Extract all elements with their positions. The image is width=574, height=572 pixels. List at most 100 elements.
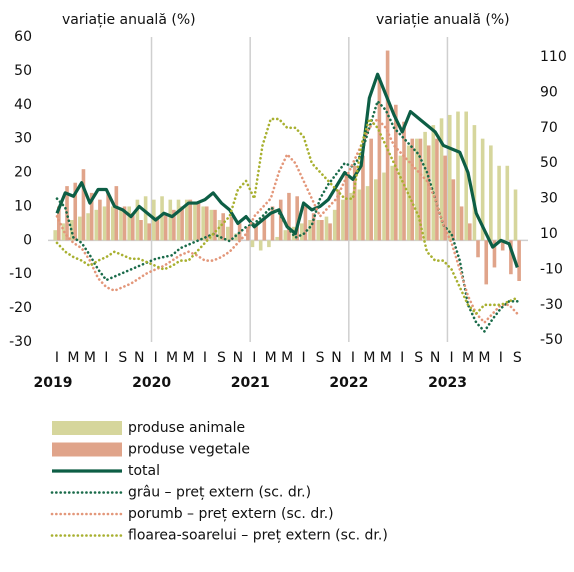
bar	[98, 199, 102, 241]
bar	[163, 213, 168, 241]
bar	[480, 138, 485, 241]
x-tick-label: I	[499, 350, 503, 366]
bar	[155, 216, 160, 241]
bar	[53, 230, 57, 241]
y-tick-label: 10	[14, 198, 32, 214]
bar	[106, 192, 110, 241]
x-tick-label: I	[351, 350, 355, 366]
legend-label: floarea-soarelui – preț extern (sc. dr.)	[128, 528, 388, 544]
bar	[130, 213, 135, 241]
y2-tick-label: 110	[540, 49, 567, 65]
x-tick-label: M	[166, 350, 178, 366]
bar	[78, 216, 82, 241]
x-tick-label: S	[118, 350, 127, 366]
bar	[328, 223, 332, 241]
bar	[160, 196, 164, 241]
x-tick-label: N	[430, 350, 440, 366]
bar	[303, 206, 308, 241]
x-tick-label: S	[513, 350, 522, 366]
bar	[139, 220, 143, 241]
bar	[336, 189, 341, 241]
bar	[283, 230, 288, 241]
bar	[94, 209, 99, 241]
x-tick-label: M	[67, 350, 79, 366]
bar	[456, 111, 460, 241]
year-label: 2021	[231, 375, 270, 391]
bar	[122, 206, 127, 241]
x-tick-label: S	[217, 350, 226, 366]
bar	[394, 104, 398, 241]
bar	[423, 131, 427, 241]
legend-swatch	[52, 421, 122, 435]
bar	[201, 206, 205, 241]
y2-tick-label: 30	[540, 191, 558, 207]
bar	[377, 77, 382, 241]
bar	[402, 121, 406, 241]
bar	[382, 172, 386, 241]
bar	[250, 240, 255, 248]
line	[55, 72, 519, 268]
y2-tick-label: 90	[540, 84, 558, 100]
bar	[57, 206, 61, 241]
bar	[451, 179, 456, 241]
bar	[492, 240, 497, 268]
bar	[476, 240, 480, 258]
bar	[500, 240, 505, 251]
bar	[513, 189, 518, 241]
y-tick-label: 50	[14, 63, 32, 79]
x-tick-label: M	[84, 350, 96, 366]
bar	[369, 138, 373, 241]
bar	[497, 165, 501, 241]
bar	[254, 223, 258, 241]
bar	[410, 138, 415, 241]
bar	[102, 206, 107, 241]
bar	[385, 50, 390, 241]
y2-tick-label: -10	[540, 261, 563, 277]
x-tick-label: I	[302, 350, 306, 366]
bar	[447, 114, 452, 241]
legend-label: porumb – preț extern (sc. dr.)	[128, 506, 334, 522]
bar	[262, 216, 267, 241]
bar	[431, 125, 436, 241]
y2-tick-label: 70	[540, 120, 558, 136]
bar	[209, 209, 214, 241]
bar	[324, 216, 329, 241]
y-tick-label: 20	[14, 165, 32, 181]
legend-label: produse animale	[128, 420, 245, 436]
bar	[221, 213, 225, 241]
y2-axis-label: variație anuală (%)	[376, 12, 510, 28]
bar	[489, 145, 493, 241]
year-label: 2022	[329, 375, 368, 391]
bar	[193, 203, 197, 241]
x-tick-label: I	[449, 350, 453, 366]
bar	[110, 206, 115, 241]
x-tick-label: I	[400, 350, 404, 366]
x-tick-label: I	[104, 350, 108, 366]
legend-label: total	[128, 463, 160, 479]
year-label: 2020	[132, 375, 171, 391]
bar	[459, 206, 464, 241]
y-tick-label: 30	[14, 131, 32, 147]
year-label: 2023	[428, 375, 467, 391]
bar	[439, 118, 444, 241]
bar	[226, 226, 230, 241]
bar	[135, 199, 140, 241]
y-tick-label: -30	[9, 334, 32, 350]
bar	[415, 138, 419, 241]
bar	[180, 206, 184, 241]
legend-label: produse vegetale	[128, 442, 250, 458]
bar	[361, 155, 365, 241]
bar	[418, 138, 423, 241]
bar	[426, 145, 431, 241]
bar	[81, 169, 86, 241]
bar	[390, 165, 395, 241]
y2-tick-label: -30	[540, 297, 563, 313]
bar	[517, 240, 521, 281]
bar	[365, 186, 370, 241]
bar	[89, 192, 94, 241]
y-tick-label: 40	[14, 97, 32, 113]
x-tick-label: M	[462, 350, 474, 366]
bar	[127, 206, 131, 241]
bar	[373, 179, 378, 241]
bar	[341, 199, 345, 241]
